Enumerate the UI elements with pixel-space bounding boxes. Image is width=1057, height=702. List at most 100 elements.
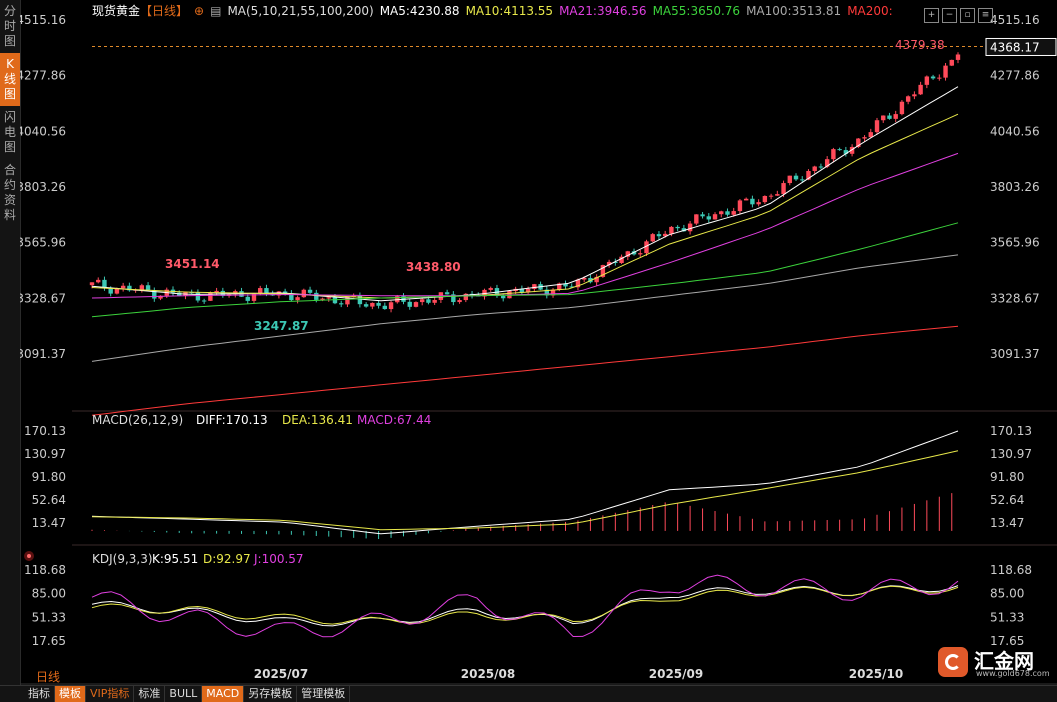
candle-body xyxy=(694,214,699,224)
candle-body xyxy=(619,256,624,264)
candle-body xyxy=(712,214,718,220)
kdj-select-icon[interactable] xyxy=(24,551,34,561)
side-tab-2[interactable]: 闪电图 xyxy=(3,110,16,154)
candle-body xyxy=(669,226,674,234)
macd-axis-right-label: 52.64 xyxy=(990,493,1024,507)
price-axis-left-label: 3328.67 xyxy=(20,291,66,305)
candle-body xyxy=(550,289,556,296)
candle-body xyxy=(881,115,886,121)
bottom-tab-2[interactable]: VIP指标 xyxy=(86,686,135,702)
candle-body xyxy=(339,303,344,305)
macd-label: MACD(26,12,9) xyxy=(92,413,183,427)
candle-body xyxy=(725,211,730,215)
candle-body xyxy=(594,276,599,283)
bottom-tab-7[interactable]: 管理模板 xyxy=(297,686,351,702)
candle-body xyxy=(345,296,350,305)
bottom-tab-1[interactable]: 模板 xyxy=(55,686,86,702)
candle-body xyxy=(451,294,456,303)
candle-body xyxy=(949,59,954,66)
last-price-label: 4368.17 xyxy=(990,40,1040,54)
macd-axis-left-label: 52.64 xyxy=(32,493,66,507)
candle-body xyxy=(656,234,662,237)
candle-body xyxy=(544,289,550,296)
candle-body xyxy=(563,283,568,287)
candle-body xyxy=(363,304,369,307)
candle-body xyxy=(600,265,606,277)
zoom-out-icon[interactable]: − xyxy=(942,8,957,23)
candle-body xyxy=(924,76,930,85)
kdj-axis-left-label: 118.68 xyxy=(24,563,66,577)
max-price-annotation: 4379.38 xyxy=(895,38,945,52)
candle-body xyxy=(625,251,630,257)
side-tab-0[interactable]: 分时图 xyxy=(3,4,16,48)
zoom-in-icon[interactable]: + xyxy=(924,8,939,23)
candle-body xyxy=(289,293,294,301)
kdj-line-j xyxy=(91,574,959,638)
settings-icon[interactable]: ≡ xyxy=(978,8,993,23)
candle-body xyxy=(195,292,201,301)
candle-body xyxy=(675,226,680,229)
candle-body xyxy=(152,290,157,299)
candle-body xyxy=(220,290,226,296)
add-icon[interactable]: ⊕ xyxy=(194,4,205,18)
kdj-label: KDJ(9,3,3) xyxy=(92,552,153,566)
candle-body xyxy=(89,282,95,286)
price-axis-right-label: 3803.26 xyxy=(990,180,1040,194)
candle-body xyxy=(488,288,493,290)
kdj-axis-left-label: 17.65 xyxy=(32,634,66,648)
candle-body xyxy=(613,261,618,264)
candle-body xyxy=(575,279,581,288)
candle-body xyxy=(737,200,743,212)
candle-body xyxy=(245,296,250,301)
candle-body xyxy=(818,166,824,168)
candle-body xyxy=(413,302,419,307)
candle-body xyxy=(644,241,649,254)
candle-body xyxy=(420,299,425,303)
kline-chart[interactable]: 4515.16 4515.16 4277.86 4277.86 4040.56 4040.… xyxy=(20,0,1057,685)
candle-body xyxy=(357,295,363,305)
macd-axis-left-label: 170.13 xyxy=(24,424,66,438)
bottom-tab-0[interactable]: 指标 xyxy=(0,686,55,702)
bottom-tab-6[interactable]: 另存模板 xyxy=(244,686,298,702)
price-axis-left-label: 4040.56 xyxy=(20,124,66,138)
ma-line-ma5 xyxy=(91,86,959,302)
x-axis-label: 2025/07 xyxy=(254,667,308,681)
candle-body xyxy=(382,305,388,310)
bottom-tab-4[interactable]: BULL xyxy=(165,686,203,702)
ma-value-2: MA21:3946.56 xyxy=(559,4,647,18)
logo-icon xyxy=(938,647,968,677)
price-axis-right-label: 4515.16 xyxy=(990,13,1040,27)
candle-body xyxy=(463,293,469,301)
bottom-tab-5[interactable]: MACD xyxy=(202,686,245,702)
chart-toolbar: + − ▫ ≡ xyxy=(924,2,996,23)
ma-line-ma100 xyxy=(91,254,959,362)
ma-settings-icon[interactable]: ▤ xyxy=(210,4,222,18)
candle-body xyxy=(214,290,219,293)
macd-dea: DEA:136.41 xyxy=(282,413,353,427)
side-tab-3[interactable]: 合约资料 xyxy=(3,163,16,222)
ma-value-3: MA55:3650.76 xyxy=(652,4,741,18)
candle-body xyxy=(201,300,207,302)
candle-body xyxy=(905,96,911,102)
kdj-axis-right-label: 17.65 xyxy=(990,634,1024,648)
candle-body xyxy=(806,170,811,180)
candle-body xyxy=(650,234,655,242)
candle-body xyxy=(638,253,643,255)
candle-body xyxy=(893,114,898,119)
candle-body xyxy=(756,202,761,205)
bottom-period-label[interactable]: 日线 xyxy=(36,670,61,684)
candle-body xyxy=(700,214,705,217)
candle-body xyxy=(781,183,786,195)
macd-dea-line xyxy=(91,450,959,531)
x-axis-label: 2025/09 xyxy=(649,667,703,681)
price-axis-right-label: 3091.37 xyxy=(990,347,1040,361)
candle-body xyxy=(320,298,325,300)
ma-line-ma200 xyxy=(91,325,959,416)
fit-icon[interactable]: ▫ xyxy=(960,8,975,23)
bottom-tab-3[interactable]: 标准 xyxy=(134,686,166,702)
candle-body xyxy=(681,228,687,232)
candle-body xyxy=(762,195,768,203)
candle-body xyxy=(557,283,562,290)
macd-axis-right-label: 130.97 xyxy=(990,447,1032,461)
